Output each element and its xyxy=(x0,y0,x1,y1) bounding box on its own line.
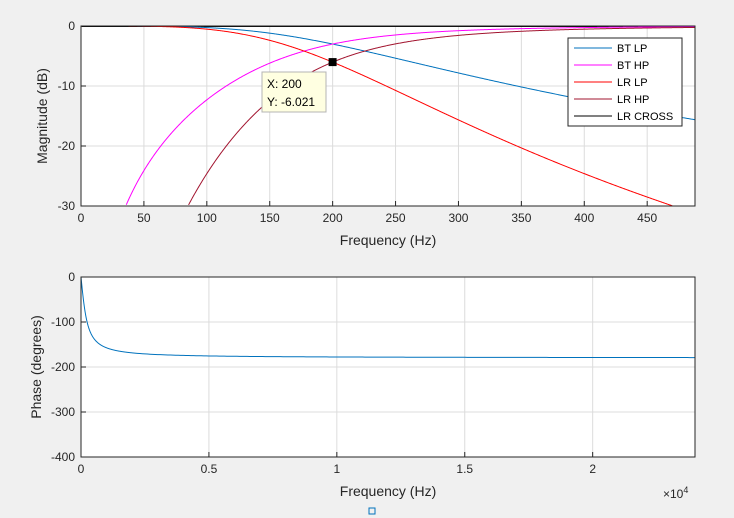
legend-item-bt-lp[interactable]: BT LP xyxy=(574,43,647,55)
magnitude-y-tick-label: -10 xyxy=(58,79,76,93)
magnitude-x-tick-label: 100 xyxy=(197,211,217,225)
phase-x-tick-label: 0.5 xyxy=(201,462,218,476)
series-line-phase[interactable] xyxy=(80,276,695,359)
phase-x-tick-label: 1 xyxy=(333,462,340,476)
phase-y-tick-label: -200 xyxy=(51,360,75,374)
magnitude-x-tick-label: 400 xyxy=(574,211,594,225)
legend-item-lr-hp[interactable]: LR HP xyxy=(574,94,649,106)
magnitude-x-tick-label: 350 xyxy=(511,211,531,225)
phase-axes[interactable]: 0 0.5 1 1.5 2 0 -100 -200 -300 -400 Frequency (H… xyxy=(28,270,696,501)
phase-lines xyxy=(80,276,695,359)
legend-item-lr-cross[interactable]: LR CROSS xyxy=(574,111,673,123)
legend-label-bt-lp: BT LP xyxy=(617,43,647,55)
magnitude-y-tick-labels: 0 -10 -20 -30 xyxy=(58,19,76,213)
legend-label-bt-hp: BT HP xyxy=(617,60,649,72)
magnitude-y-tick-label: -30 xyxy=(58,199,76,213)
phase-x-exponent-power: 4 xyxy=(683,485,688,495)
phase-y-tick-label: -100 xyxy=(51,315,75,329)
magnitude-y-tick-label: 0 xyxy=(68,19,75,33)
datatip-y-label: Y: -6.021 xyxy=(267,95,315,109)
magnitude-x-tick-label: 300 xyxy=(448,211,468,225)
magnitude-x-tick-label: 150 xyxy=(260,211,280,225)
datatip[interactable]: X: 200 Y: -6.021 xyxy=(261,58,337,113)
phase-x-tick-labels: 0 0.5 1 1.5 2 xyxy=(78,462,597,476)
phase-y-tick-label: -300 xyxy=(51,405,75,419)
legend-label-lr-cross: LR CROSS xyxy=(617,111,673,123)
phase-x-exponent-base: ×10 xyxy=(663,487,684,501)
magnitude-y-tick-label: -20 xyxy=(58,139,76,153)
magnitude-x-tick-label: 0 xyxy=(78,211,85,225)
series-line-bt-hp[interactable] xyxy=(125,26,696,205)
phase-axes-box xyxy=(80,276,696,458)
datatip-x-label: X: 200 xyxy=(267,77,302,91)
series-line-lr-lp[interactable] xyxy=(81,25,673,207)
phase-x-tick-label: 0 xyxy=(78,462,85,476)
phase-y-tick-label: -400 xyxy=(51,450,75,464)
phase-x-tick-label: 1.5 xyxy=(456,462,473,476)
legend-label-lr-hp: LR HP xyxy=(617,94,649,106)
phase-x-tick-label: 2 xyxy=(589,462,596,476)
magnitude-grid xyxy=(80,25,695,207)
magnitude-x-axis-label: Frequency (Hz) xyxy=(340,232,436,248)
magnitude-x-tick-label: 250 xyxy=(386,211,406,225)
legend[interactable]: BT LP BT HP LR LP LR HP LR CROSS xyxy=(567,37,683,127)
datatip-box xyxy=(261,71,327,113)
phase-x-axis-label: Frequency (Hz) xyxy=(340,483,436,499)
legend-item-bt-hp[interactable]: BT HP xyxy=(574,60,649,72)
magnitude-axes[interactable]: 0 50 100 150 200 250 300 350 400 450 0 -10 -20 -30 F… xyxy=(34,19,696,248)
figure-resize-handle[interactable] xyxy=(368,507,376,515)
magnitude-x-tick-label: 50 xyxy=(137,211,151,225)
phase-x-exponent: ×104 xyxy=(663,485,688,501)
legend-item-lr-lp[interactable]: LR LP xyxy=(574,77,648,89)
magnitude-x-tick-label: 450 xyxy=(637,211,657,225)
phase-y-axis-label: Phase (degrees) xyxy=(28,315,44,419)
datatip-marker[interactable] xyxy=(328,58,337,67)
phase-grid xyxy=(80,276,695,458)
magnitude-y-axis-label: Magnitude (dB) xyxy=(34,68,50,164)
legend-label-lr-lp: LR LP xyxy=(617,77,648,89)
magnitude-axes-box xyxy=(80,25,696,207)
phase-y-tick-labels: 0 -100 -200 -300 -400 xyxy=(51,270,75,464)
magnitude-x-tick-label: 200 xyxy=(323,211,343,225)
magnitude-x-tick-labels: 0 50 100 150 200 250 300 350 400 450 xyxy=(78,211,658,225)
phase-y-tick-label: 0 xyxy=(68,270,75,284)
